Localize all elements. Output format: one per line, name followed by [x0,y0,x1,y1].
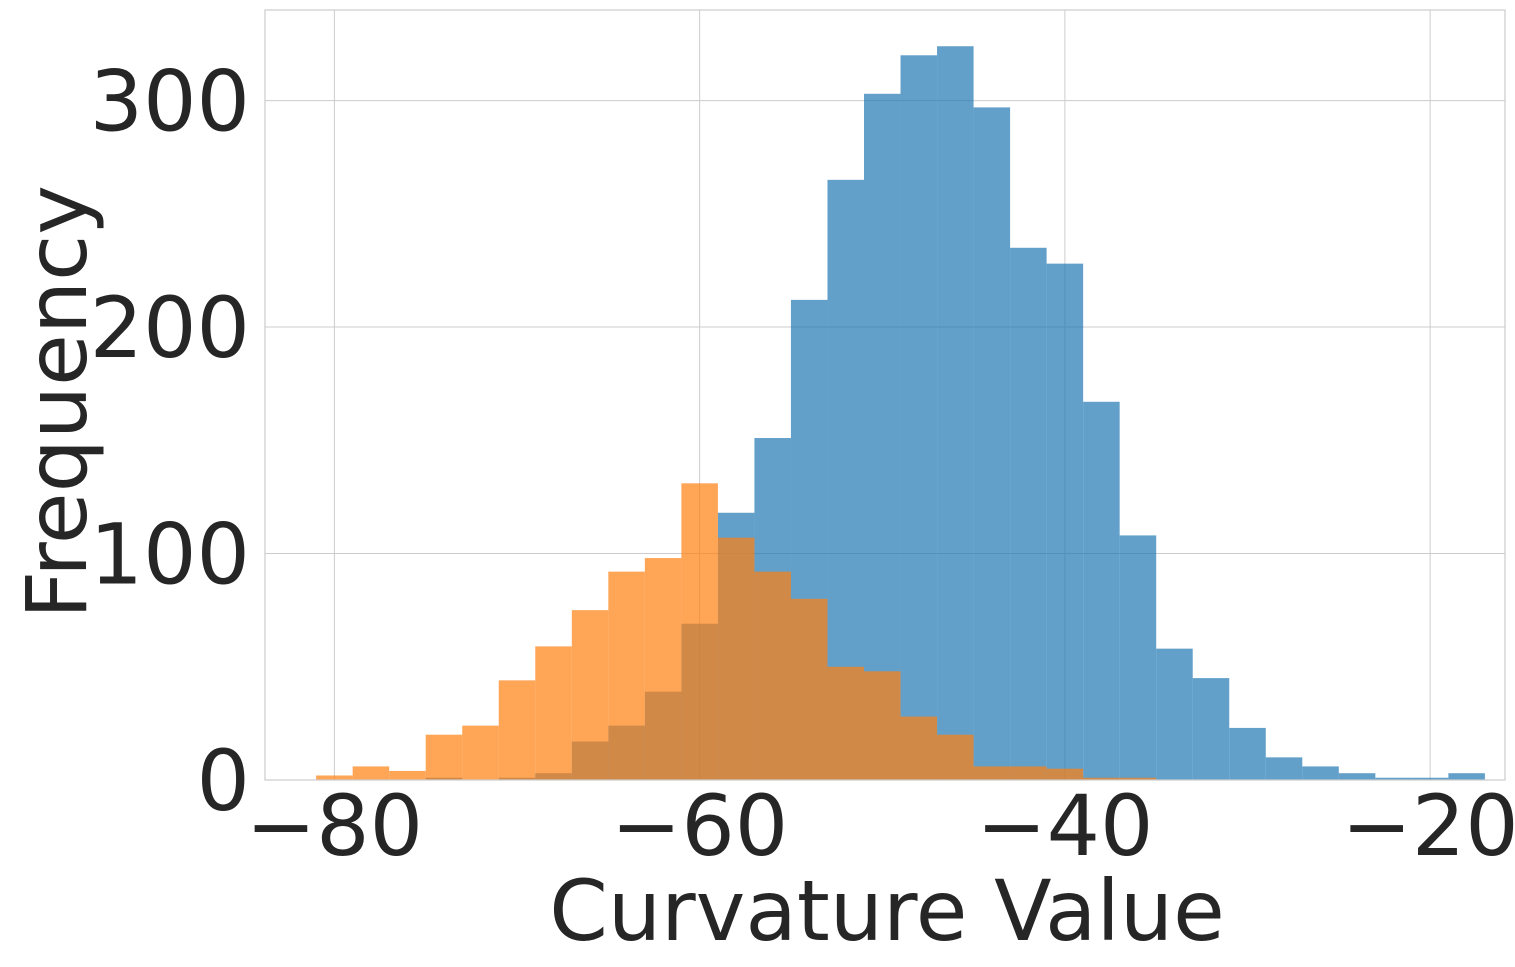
x-axis-label: Curvature Value [549,862,1225,960]
histogram-bar [681,483,718,780]
histogram-bar [863,93,901,780]
histogram-bar [608,571,645,780]
histogram-bar [1375,777,1412,780]
x-tick-label: −80 [246,777,423,875]
histogram-bar [937,734,974,780]
histogram-bar [1119,535,1157,780]
histogram-bar [754,571,791,780]
histogram-bar [1302,766,1339,780]
bars [316,46,1485,781]
histogram-bar [1010,766,1047,780]
x-tick-label: −40 [976,777,1153,875]
y-tick-label: 200 [90,279,250,377]
histogram-bar [973,107,1011,781]
histogram-bar [1156,648,1193,780]
histogram-bar [535,646,572,780]
histogram-bar [498,680,536,780]
histogram-bar [571,610,609,780]
histogram-bar [462,725,499,780]
x-tick-label: −20 [1341,777,1515,875]
histogram-bar [973,766,1011,780]
histogram-bar [863,671,901,780]
histogram-bar [1265,757,1303,780]
histogram-bar [1119,777,1157,780]
tick-labels: −80 −60 −40 −20 0 100 200 300 [90,53,1515,875]
histogram-bar [1046,768,1084,780]
histogram-bar [425,734,463,780]
histogram-bar [790,598,828,780]
histogram-bar [1083,401,1120,780]
histogram-bar [1046,263,1084,780]
histogram-bar [316,775,353,780]
histogram-bar [1083,777,1120,780]
histogram-bar [717,537,755,780]
y-tick-label: 100 [90,506,250,604]
histogram-bar [1229,727,1266,780]
histogram-bar [352,766,390,780]
y-tick-label: 0 [197,732,250,830]
histogram-bar [900,716,938,780]
y-axis-label: Frequency [8,185,106,619]
plot-frame [264,9,1506,781]
histogram-bar [1192,678,1230,780]
histogram-bar [1411,777,1449,780]
histogram-bar [900,55,938,780]
histogram-bar [1448,773,1485,780]
histogram-bar [937,46,974,781]
series-1-bars [316,483,1157,780]
histogram-bar [827,666,864,780]
x-tick-label: −60 [611,777,788,875]
y-tick-label: 300 [90,53,250,151]
histogram-bar [389,770,426,780]
histogram-bar [1338,773,1376,780]
histogram-bar [644,558,682,780]
histogram-bar [1010,247,1047,780]
